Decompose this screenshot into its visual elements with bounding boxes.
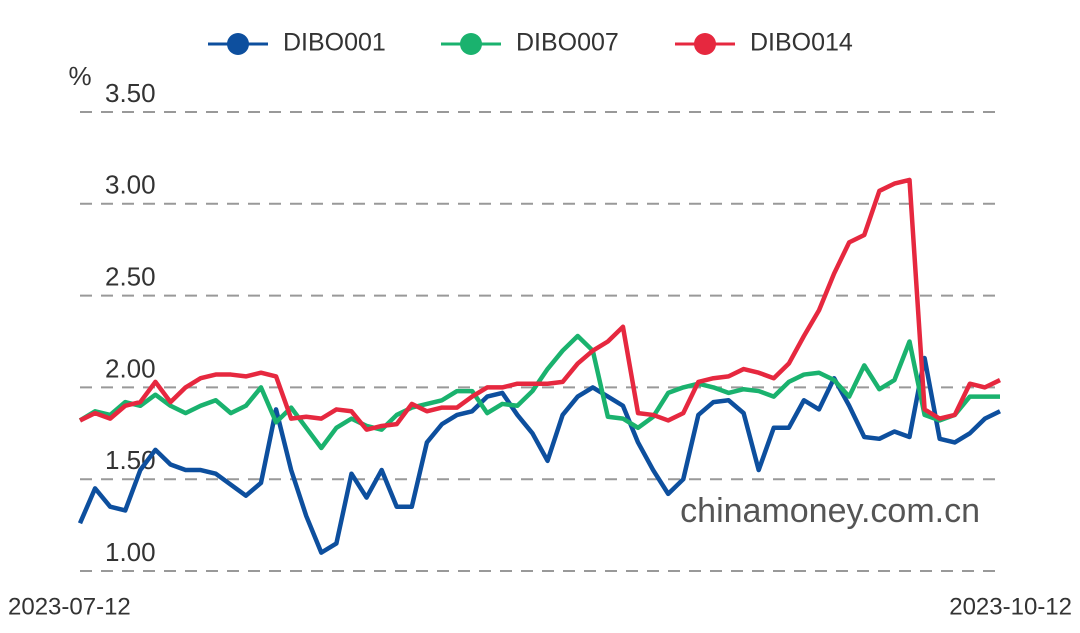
y-tick-label: 3.00	[105, 170, 156, 200]
line-series	[77, 355, 1001, 555]
line-series	[78, 333, 1000, 451]
legend-marker	[227, 33, 249, 55]
y-tick-label: 2.00	[105, 353, 156, 383]
legend-label: DIBO014	[750, 29, 853, 57]
legend-marker	[460, 33, 482, 55]
y-tick-label: 1.00	[105, 537, 156, 567]
legend-label: DIBO007	[516, 29, 619, 57]
y-tick-label: 2.50	[105, 261, 156, 291]
y-tick-label: 3.50	[105, 78, 156, 108]
x-tick-label: 2023-10-12	[949, 593, 1072, 620]
legend-label: DIBO001	[283, 29, 386, 57]
legend-marker	[694, 33, 716, 55]
line-series	[79, 177, 1001, 432]
watermark: chinamoney.com.cn	[680, 492, 980, 530]
x-tick-label: 2023-07-12	[8, 593, 131, 620]
y-unit: %	[68, 61, 91, 91]
